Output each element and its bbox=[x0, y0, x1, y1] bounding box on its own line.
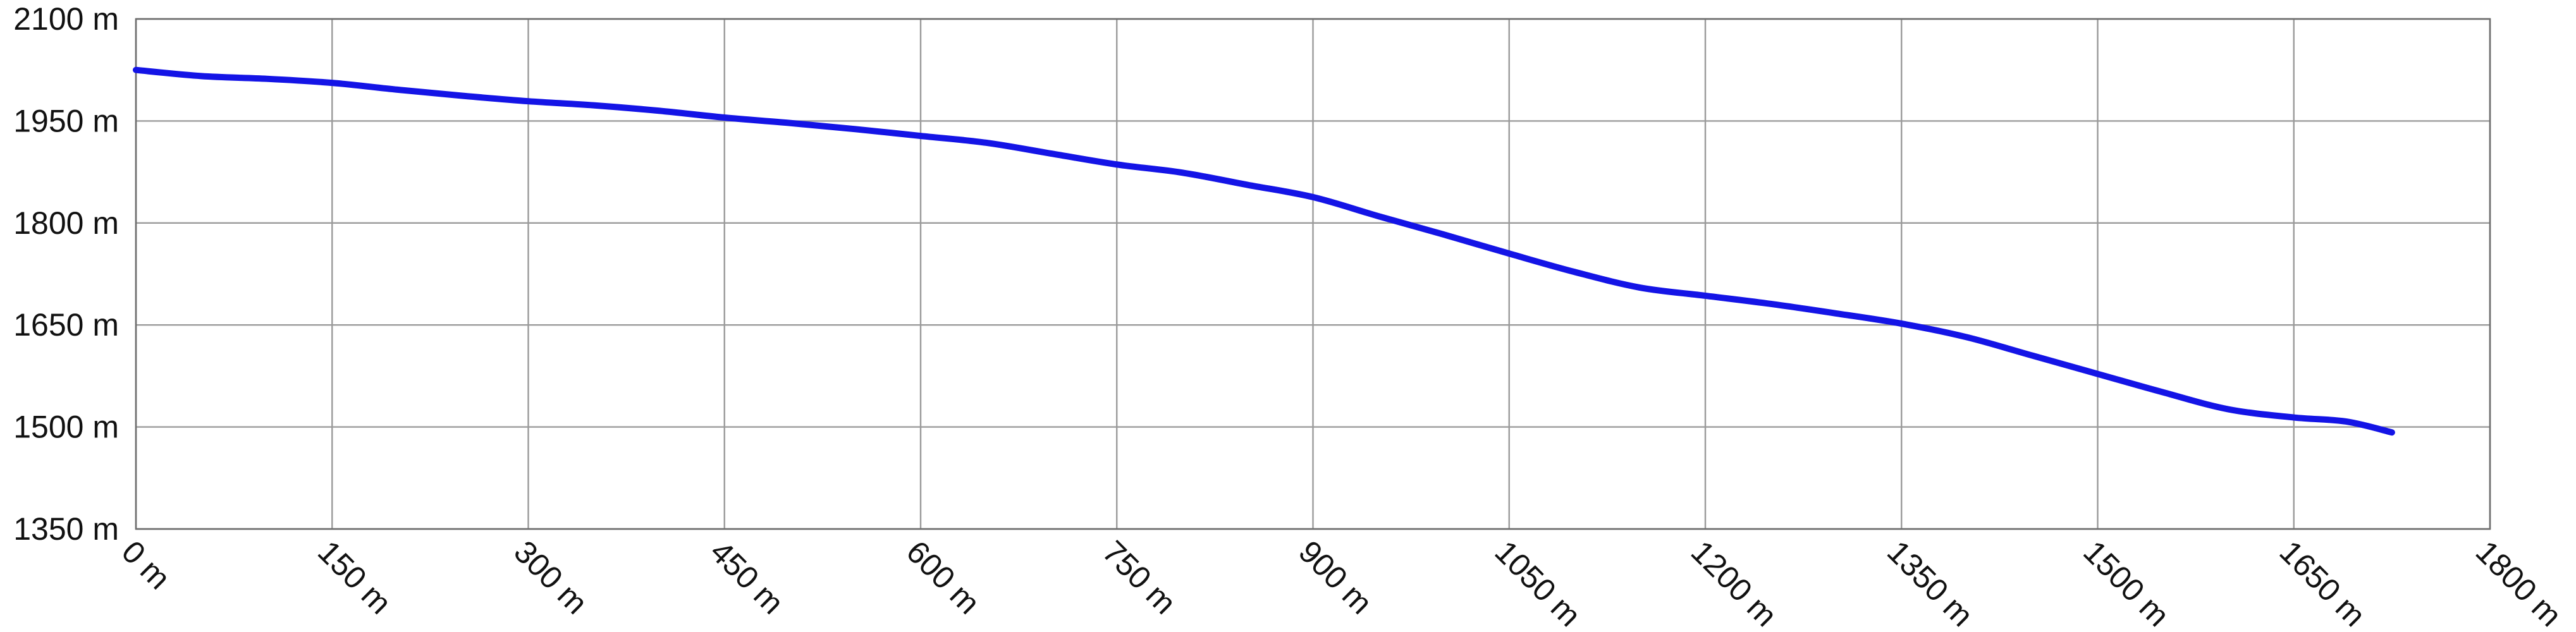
x-tick-label: 150 m bbox=[311, 534, 398, 621]
elevation-line-0 bbox=[133, 66, 2395, 436]
y-tick-label: 1950 m bbox=[13, 103, 119, 138]
x-tick-label: 0 m bbox=[115, 534, 178, 597]
y-tick-label: 1500 m bbox=[13, 410, 119, 445]
x-tick-label: 1650 m bbox=[2273, 534, 2373, 632]
y-tick-label: 2100 m bbox=[13, 1, 119, 37]
x-tick-label: 1500 m bbox=[2076, 534, 2176, 632]
y-tick-label: 1350 m bbox=[13, 511, 119, 547]
x-tick-label: 1350 m bbox=[1880, 534, 1980, 632]
plot-border bbox=[135, 18, 2491, 530]
x-tick-label: 1200 m bbox=[1684, 534, 1784, 632]
x-tick-label: 1050 m bbox=[1488, 534, 1588, 632]
x-tick-label: 1800 m bbox=[2469, 534, 2569, 632]
x-tick-label: 600 m bbox=[900, 534, 987, 621]
y-axis-tick-labels: 1350 m 1500 m 1650 m 1800 m 1950 m 2100 m bbox=[13, 1, 119, 547]
y-tick-label: 1800 m bbox=[13, 205, 119, 241]
y-tick-label: 1650 m bbox=[13, 307, 119, 343]
x-tick-label: 450 m bbox=[704, 534, 791, 621]
series-layer bbox=[133, 66, 2395, 436]
x-tick-label: 750 m bbox=[1096, 534, 1183, 621]
plot-frame bbox=[135, 18, 2491, 530]
x-tick-label: 300 m bbox=[507, 534, 594, 621]
x-axis-tick-labels: 0 m 150 m 300 m 450 m 600 m 750 m 900 m 1050 m 1… bbox=[115, 534, 2569, 632]
x-tick-label: 900 m bbox=[1292, 534, 1379, 621]
